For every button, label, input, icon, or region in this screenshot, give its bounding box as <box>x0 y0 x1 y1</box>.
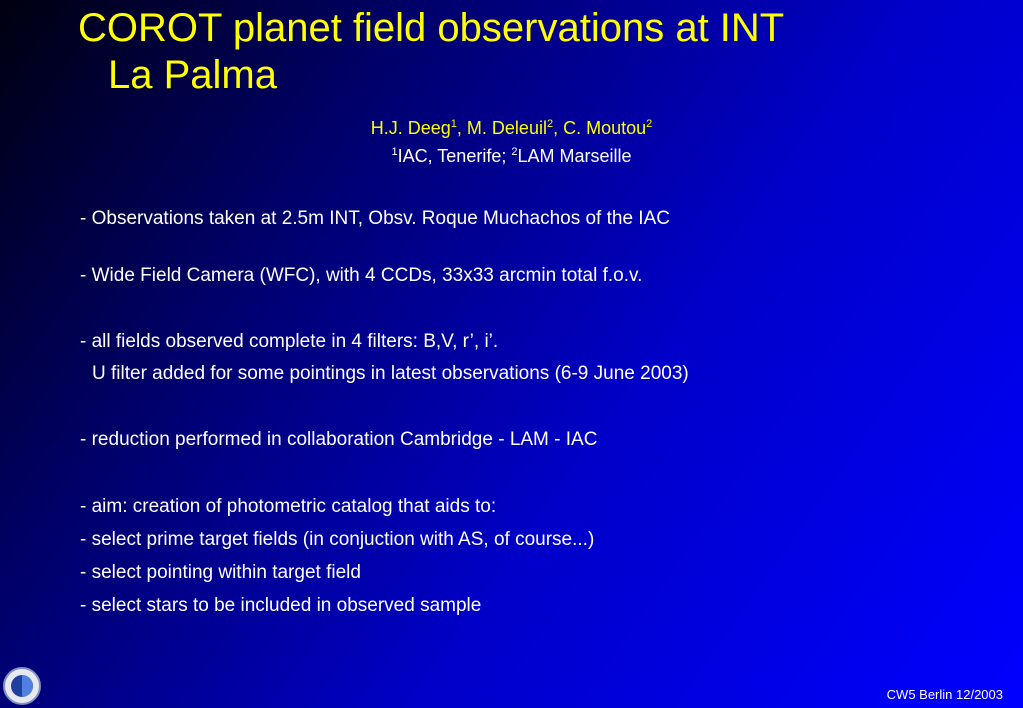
affiliation-name: LAM Marseille <box>517 146 632 166</box>
affiliation-mark: 2 <box>511 146 518 158</box>
author-name: H.J. Deeg <box>370 118 451 138</box>
title-line: COROT planet field observations at INT <box>78 6 785 50</box>
body-line: - Observations taken at 2.5m INT, Obsv. … <box>80 208 670 229</box>
body-line: - select prime target fields (in conjuct… <box>80 529 595 550</box>
separator: , <box>553 118 564 138</box>
body-line: - reduction performed in collaboration C… <box>80 429 598 450</box>
affiliation-mark: 1 <box>391 146 398 158</box>
author-mark: 2 <box>646 118 653 130</box>
body-line: - all fields observed complete in 4 filt… <box>80 331 499 352</box>
affiliations: 1IAC, Tenerife; 2LAM Marseille <box>0 146 1023 167</box>
affiliation-name: IAC, Tenerife <box>397 146 502 166</box>
separator: ; <box>501 146 512 166</box>
author-mark: 1 <box>450 118 457 130</box>
body-line: - Wide Field Camera (WFC), with 4 CCDs, … <box>80 265 643 286</box>
footer: CW5 Berlin 12/2003 <box>886 687 1003 702</box>
body-line: - select pointing within target field <box>80 562 361 583</box>
author-name: C. Moutou <box>563 118 647 138</box>
authors: H.J. Deeg1, M. Deleuil2, C. Moutou2 <box>0 118 1023 139</box>
body-line: U filter added for some pointings in lat… <box>92 363 689 384</box>
separator: , <box>456 118 467 138</box>
title-line: La Palma <box>108 53 277 97</box>
author-mark: 2 <box>546 118 554 130</box>
author-name: M. Deleuil <box>466 118 547 138</box>
body-line: - select stars to be included in observe… <box>80 595 482 616</box>
logo <box>3 667 41 705</box>
body-line: - aim: creation of photometric catalog t… <box>80 496 497 517</box>
